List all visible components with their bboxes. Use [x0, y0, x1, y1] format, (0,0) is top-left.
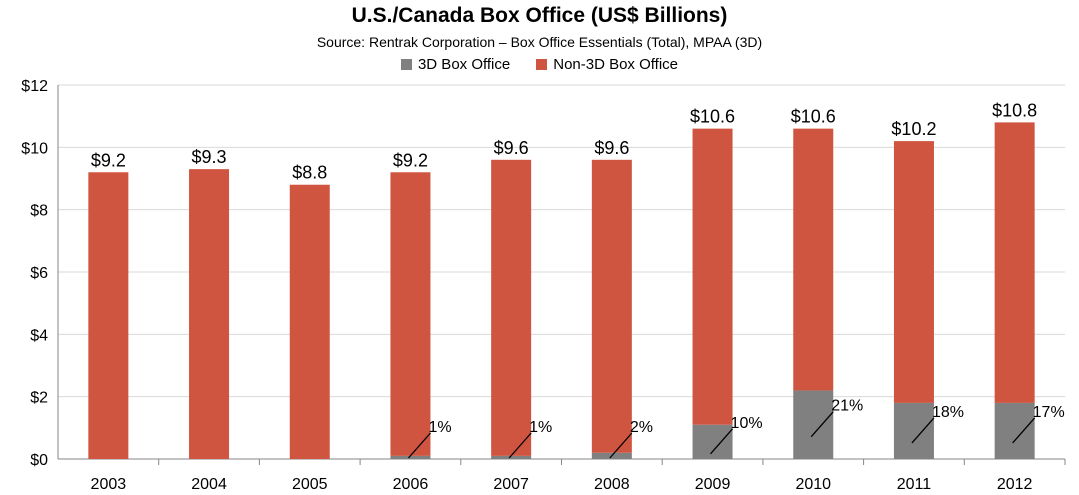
- total-label: $9.6: [594, 138, 629, 158]
- y-tick-label: $8: [30, 203, 48, 220]
- legend-label-3d: 3D Box Office: [417, 56, 511, 73]
- bar-non3d: [893, 141, 934, 403]
- x-tick-label: 2004: [191, 476, 227, 493]
- chart-subtitle: Source: Rentrak Corporation – Box Office…: [316, 34, 763, 50]
- bar-non3d: [289, 184, 330, 459]
- x-tick-label: 2007: [493, 476, 529, 493]
- leader-line: [407, 432, 431, 459]
- chart-title: U.S./Canada Box Office (US$ Billions): [351, 4, 728, 27]
- legend-item-3d: 3D Box Office: [400, 56, 511, 73]
- bar-non3d: [390, 172, 431, 456]
- legend-swatch-3d: [400, 59, 412, 70]
- y-tick-label: $4: [30, 327, 48, 344]
- total-label: $10.2: [891, 119, 936, 139]
- share-label: 18%: [932, 404, 964, 421]
- total-label: $9.2: [393, 150, 428, 170]
- total-label: $9.3: [192, 147, 227, 167]
- y-tick-label: $2: [30, 390, 48, 407]
- total-label: $10.8: [992, 100, 1037, 120]
- bar-3d: [390, 455, 431, 459]
- bar-3d: [793, 390, 834, 459]
- y-tick-label: $10: [21, 140, 48, 157]
- bar-non3d: [994, 122, 1035, 403]
- legend: 3D Box Office Non-3D Box Office: [0, 56, 1079, 73]
- legend-label-non3d: Non-3D Box Office: [553, 56, 679, 73]
- leader-line: [810, 411, 834, 438]
- y-tick-label: $0: [30, 452, 48, 469]
- bar-non3d: [491, 159, 532, 456]
- leader-line: [609, 432, 633, 459]
- bar-3d: [893, 402, 934, 459]
- bar-non3d: [88, 172, 129, 459]
- legend-swatch-non3d: [536, 59, 548, 70]
- y-tick-label: $12: [21, 78, 48, 95]
- x-tick-label: 2006: [393, 476, 429, 493]
- leader-line: [1012, 417, 1036, 444]
- total-label: $10.6: [791, 107, 836, 127]
- share-label: 1%: [529, 419, 552, 436]
- x-tick-label: 2011: [897, 476, 932, 493]
- total-label: $9.6: [494, 138, 529, 158]
- bar-non3d: [591, 159, 632, 453]
- y-tick-label: $6: [30, 265, 48, 282]
- share-label: 17%: [1033, 404, 1065, 421]
- x-tick-label: 2012: [997, 476, 1033, 493]
- total-label: $9.2: [91, 150, 126, 170]
- bar-3d: [692, 424, 733, 459]
- x-tick-label: 2008: [594, 476, 630, 493]
- x-tick-label: 2005: [292, 476, 328, 493]
- leader-line: [911, 417, 935, 444]
- x-tick-label: 2003: [91, 476, 127, 493]
- x-tick-label: 2009: [695, 476, 731, 493]
- bar-non3d: [793, 128, 834, 391]
- total-label: $10.6: [690, 107, 735, 127]
- leader-line: [508, 432, 532, 459]
- bar-3d: [994, 402, 1035, 459]
- legend-item-non3d: Non-3D Box Office: [536, 56, 678, 73]
- share-label: 2%: [630, 419, 653, 436]
- x-tick-label: 2010: [795, 476, 831, 493]
- total-label: $8.8: [292, 163, 327, 183]
- bar-non3d: [189, 169, 230, 459]
- bar-3d: [491, 455, 532, 459]
- share-label: 1%: [428, 419, 451, 436]
- share-label: 10%: [731, 415, 763, 432]
- share-label: 21%: [831, 398, 863, 415]
- bar-non3d: [692, 128, 733, 425]
- leader-line: [710, 428, 734, 455]
